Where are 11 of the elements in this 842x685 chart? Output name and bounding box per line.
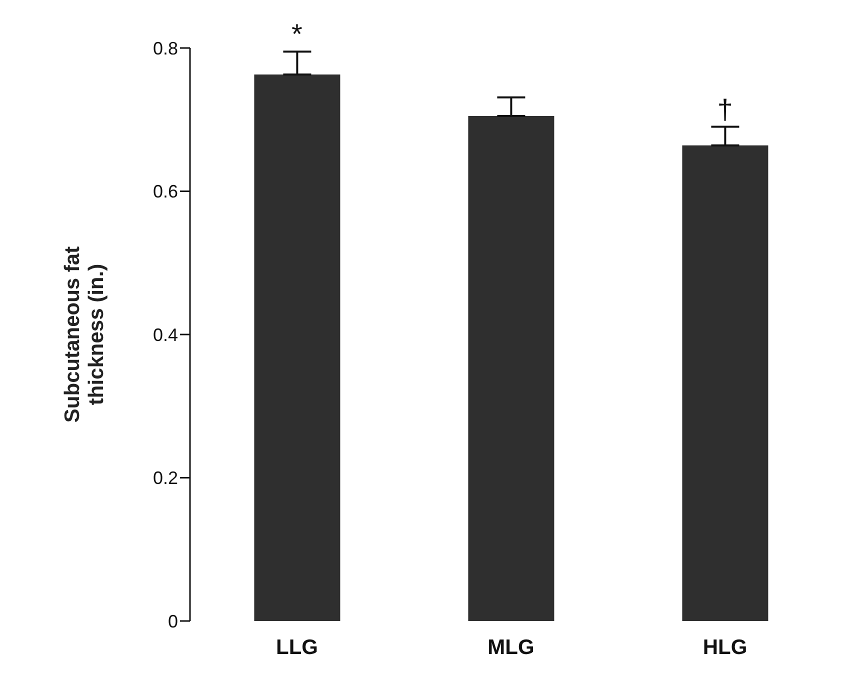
annotation: *	[292, 18, 303, 50]
y-tick-label: 0	[168, 611, 178, 632]
x-tick-label: HLG	[702, 636, 748, 659]
y-tick-label: 0.8	[152, 38, 178, 58]
y-tick-label: 0.4	[152, 324, 178, 345]
x-tick-label: MLG	[488, 636, 534, 659]
annotation: †	[717, 94, 733, 125]
y-axis-title: Subcutaneous fat thickness (in.)	[61, 246, 108, 423]
y-tick-label: 0.6	[152, 182, 178, 202]
x-tick-label: LLG	[276, 636, 318, 659]
y-tick-label: 0.2	[152, 468, 178, 488]
